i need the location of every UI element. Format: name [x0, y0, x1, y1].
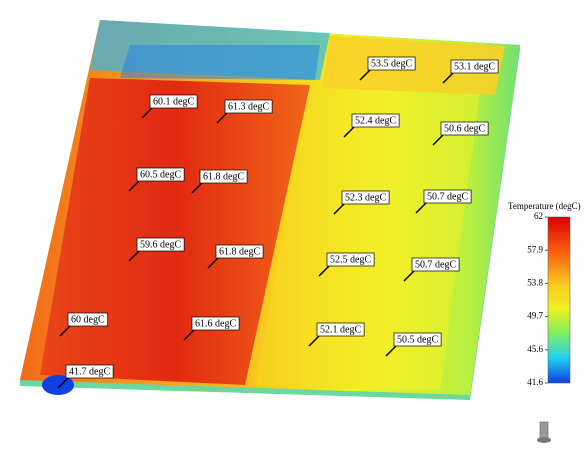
probe-box	[450, 59, 499, 74]
probe: 52.4 degC	[343, 113, 400, 138]
probe-leader	[308, 335, 320, 347]
probe-leader	[385, 345, 397, 357]
probe-label: 61.3 degC	[228, 101, 269, 112]
probe-leader	[343, 126, 355, 138]
probe: 52.3 degC	[333, 190, 390, 215]
probe: 50.7 degC	[403, 257, 460, 282]
colorbar-tick-label: 41.6	[527, 377, 543, 387]
probe-box	[65, 364, 114, 379]
probe: 52.1 degC	[308, 322, 365, 347]
probe-label: 52.3 degC	[345, 192, 386, 203]
probe: 61.6 degC	[183, 316, 240, 341]
probe-label: 52.1 degC	[320, 324, 361, 335]
probe: 61.3 degC	[216, 99, 273, 124]
probe-leader	[141, 107, 153, 119]
probe-layer: 60.1 degC 61.3 degC 60.5 degC 61.8 degC 59.6…	[57, 56, 499, 389]
probe-label: 60.5 degC	[140, 169, 181, 180]
probe-box	[316, 322, 365, 337]
colorbar-tick-label: 45.6	[527, 344, 543, 354]
probe-leader	[216, 112, 228, 124]
colorbar-ticks: 62 57.9 53.8 49.7 45.6 41.6	[527, 211, 548, 387]
probe-box	[367, 56, 416, 71]
colorbar-tick-label: 49.7	[527, 311, 543, 321]
probe-box	[199, 169, 248, 184]
probe: 60.1 degC	[141, 94, 198, 119]
probe-box	[423, 189, 472, 204]
hot-zone	[40, 78, 310, 385]
probe-leader	[57, 377, 69, 389]
probe-box	[136, 167, 185, 182]
colorbar-tick-label: 53.8	[527, 277, 543, 287]
probe: 52.5 degC	[318, 252, 375, 277]
probe-leader	[333, 203, 345, 215]
probe-box	[215, 244, 264, 259]
probe: 53.1 degC	[442, 59, 499, 84]
probe-leader	[183, 329, 195, 341]
probe-label: 61.8 degC	[219, 246, 260, 257]
probe-leader	[207, 257, 219, 269]
probe: 41.7 degC	[57, 364, 114, 389]
probe-box	[440, 121, 489, 136]
colorbar-tick-label: 57.9	[527, 244, 543, 254]
probe-box	[411, 257, 460, 272]
icon-stem	[539, 421, 549, 439]
probe-leader	[59, 325, 71, 337]
probe-leader	[359, 69, 371, 81]
icon-base	[537, 437, 551, 443]
probe-box	[67, 312, 108, 327]
axis-icon	[537, 421, 551, 443]
probe-label: 50.5 degC	[397, 334, 438, 345]
probe: 61.8 degC	[191, 169, 248, 194]
probe-label: 61.8 degC	[203, 171, 244, 182]
probe-label: 50.7 degC	[415, 259, 456, 270]
probe-leader	[442, 72, 454, 84]
probe-label: 53.1 degC	[454, 61, 495, 72]
probe-label: 60.1 degC	[153, 96, 194, 107]
probe-box	[191, 316, 240, 331]
cool-core	[120, 45, 320, 80]
probe-box	[341, 190, 390, 205]
probe-box	[136, 237, 185, 252]
probe: 60.5 degC	[128, 167, 185, 192]
probe-box	[326, 252, 375, 267]
probe-label: 60 degC	[71, 314, 105, 325]
probe-leader	[432, 134, 444, 146]
probe: 50.5 degC	[385, 332, 442, 357]
colorbar-tick-label: 62	[534, 211, 543, 221]
probe: 53.5 degC	[359, 56, 416, 81]
probe-label: 41.7 degC	[69, 366, 110, 377]
probe-leader	[318, 265, 330, 277]
warm-zone	[255, 85, 480, 390]
probe-leader	[191, 182, 203, 194]
probe-label: 52.4 degC	[355, 115, 396, 126]
colorbar-title: Temperature (degC)	[508, 201, 581, 211]
probe-label: 53.5 degC	[371, 58, 412, 69]
probe-label: 61.6 degC	[195, 318, 236, 329]
probe-label: 50.6 degC	[444, 123, 485, 134]
probe-leader	[415, 202, 427, 214]
probe-label: 52.5 degC	[330, 254, 371, 265]
probe-box	[149, 94, 198, 109]
colorbar	[547, 216, 571, 384]
probe: 61.8 degC	[207, 244, 264, 269]
probe-label: 50.7 degC	[427, 191, 468, 202]
probe-box	[351, 113, 400, 128]
probe: 50.6 degC	[432, 121, 489, 146]
probe-box	[393, 332, 442, 347]
probe: 59.6 degC	[128, 237, 185, 262]
probe: 50.7 degC	[415, 189, 472, 214]
probe-label: 59.6 degC	[140, 239, 181, 250]
probe-leader	[403, 270, 415, 282]
probe-leader	[128, 180, 140, 192]
probe: 60 degC	[59, 312, 108, 337]
probe-box	[224, 99, 273, 114]
probe-leader	[128, 250, 140, 262]
